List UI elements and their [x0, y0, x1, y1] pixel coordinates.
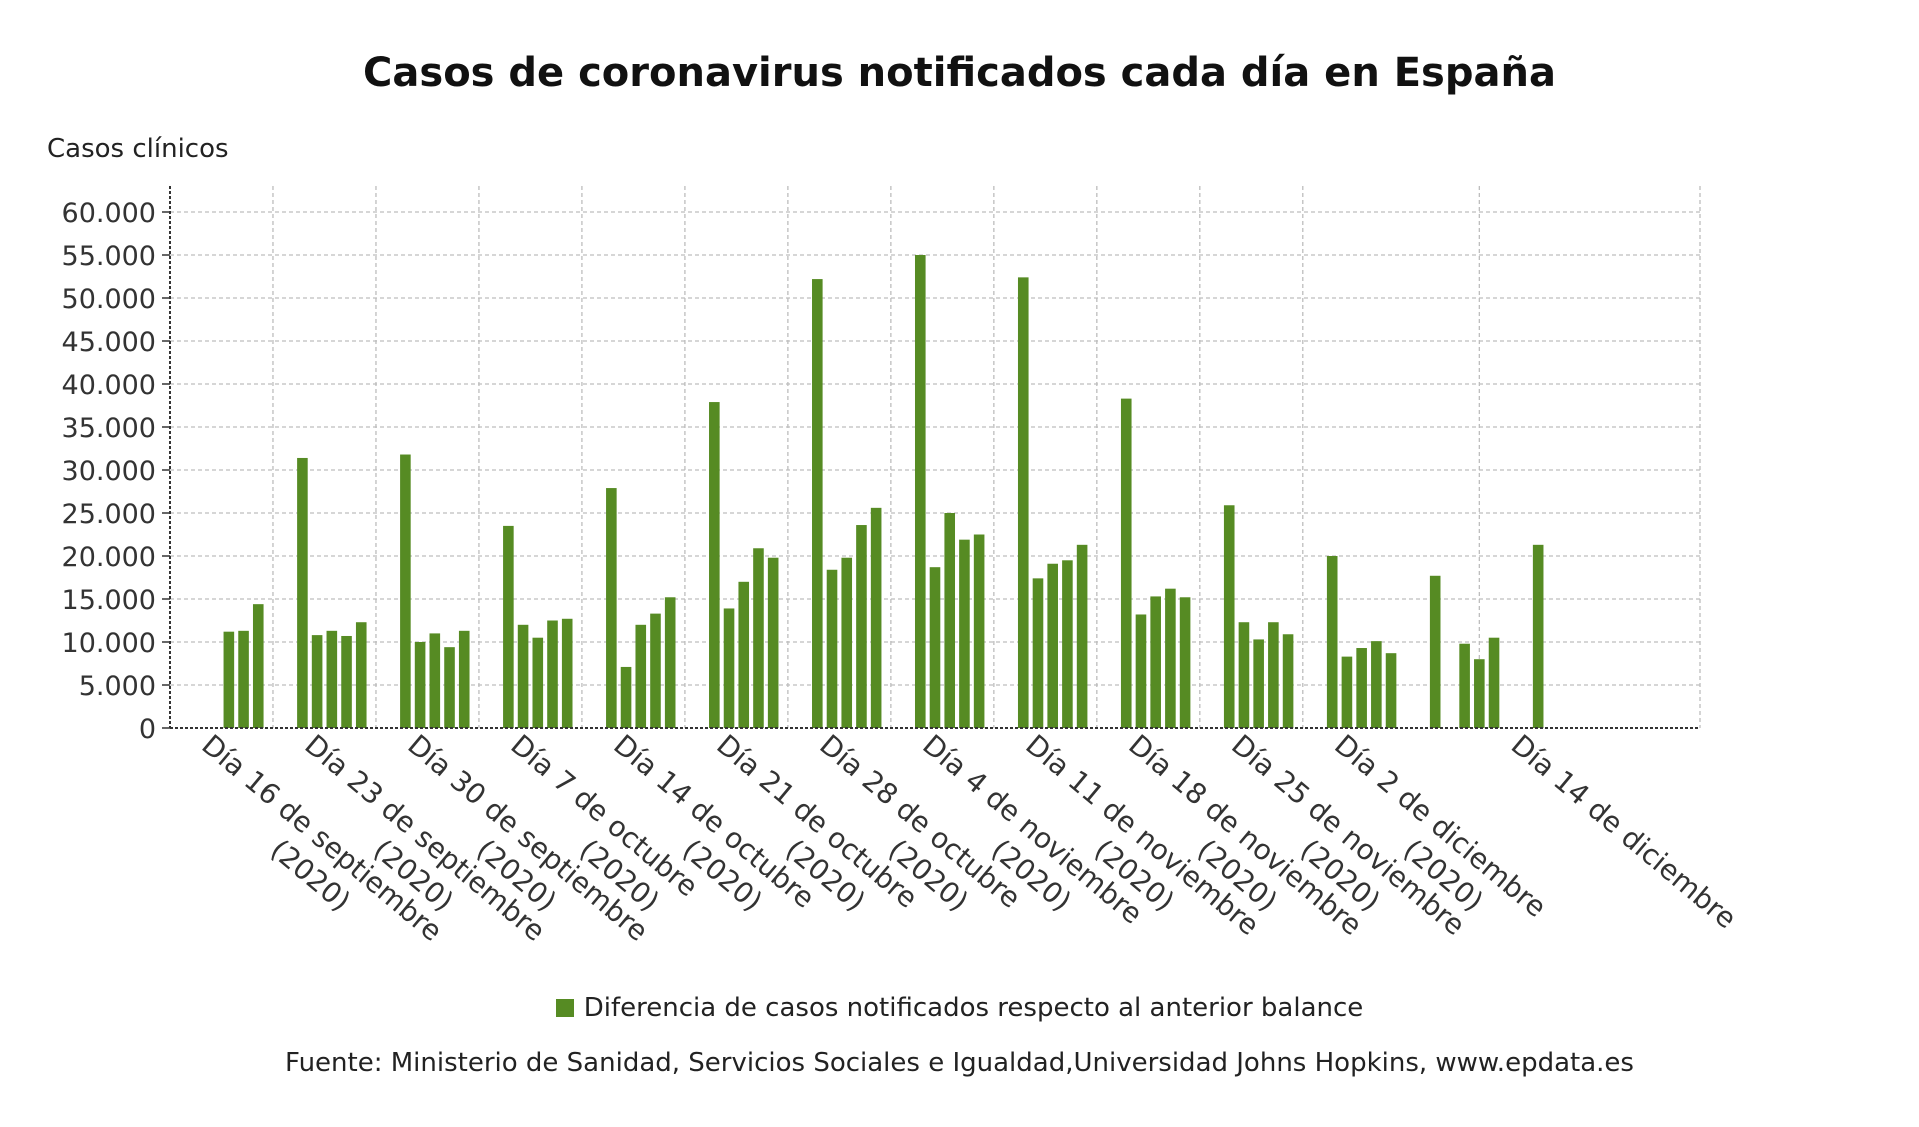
bar	[973, 534, 985, 728]
y-tick-label: 20.000	[62, 542, 156, 573]
bar	[458, 630, 470, 728]
bar	[223, 631, 235, 728]
bar	[959, 539, 970, 728]
bar	[856, 525, 867, 728]
y-tick-label: 35.000	[62, 413, 156, 444]
bar	[1179, 597, 1191, 728]
legend: Diferencia de casos notificados respecto…	[0, 993, 1919, 1023]
bar	[444, 647, 455, 728]
y-tick-label: 30.000	[62, 456, 156, 487]
bar	[1135, 614, 1147, 728]
bar	[547, 620, 558, 728]
bar	[723, 608, 735, 728]
bar	[650, 613, 661, 728]
bar	[841, 557, 853, 728]
bar	[753, 548, 764, 728]
bar	[1532, 544, 1544, 728]
bar	[1150, 596, 1161, 728]
bar	[812, 279, 823, 728]
y-tick-label: 25.000	[62, 499, 156, 530]
y-tick-label: 45.000	[62, 327, 156, 358]
bar	[1356, 648, 1367, 728]
y-tick-label: 60.000	[62, 198, 156, 229]
bar-chart: 0 5.000 10.000 15.000 20.000 25.000 30.000 35.0…	[62, 186, 1743, 948]
bar	[1282, 634, 1294, 728]
bar	[503, 525, 514, 728]
bar	[1253, 639, 1264, 728]
bar	[914, 255, 926, 728]
bar	[1268, 622, 1279, 728]
bar	[944, 513, 956, 728]
bar	[1429, 575, 1441, 728]
y-tick-label: 0	[139, 714, 156, 745]
bar	[400, 454, 411, 728]
y-tick-label: 55.000	[62, 241, 156, 272]
bar	[1076, 544, 1088, 728]
bar	[635, 624, 647, 728]
y-tick-label: 5.000	[79, 671, 156, 702]
bar	[238, 630, 249, 728]
bar	[517, 624, 529, 728]
y-axis-label: Casos clínicos	[47, 134, 229, 164]
y-tick-label: 50.000	[62, 284, 156, 315]
y-tick-label: 10.000	[62, 628, 156, 659]
legend-swatch	[555, 999, 574, 1017]
bar	[326, 630, 338, 728]
bar	[1371, 641, 1382, 728]
bar	[1459, 643, 1470, 728]
bar	[1341, 656, 1353, 728]
bar	[1223, 505, 1235, 728]
y-tick-label: 40.000	[62, 370, 156, 401]
y-tick-label: 15.000	[62, 585, 156, 616]
bar	[341, 635, 352, 728]
bar	[826, 569, 838, 728]
bar	[1238, 622, 1250, 728]
bar	[1032, 578, 1044, 728]
bar	[532, 637, 544, 728]
bar	[929, 567, 941, 728]
bar	[767, 557, 779, 728]
bar	[1047, 563, 1058, 728]
bar	[664, 597, 676, 728]
bar	[355, 622, 367, 728]
bar	[870, 507, 882, 728]
bar	[414, 642, 426, 728]
bar	[709, 402, 720, 728]
bar	[429, 633, 441, 728]
bar	[620, 666, 632, 728]
bar	[1062, 560, 1073, 728]
bar	[252, 604, 264, 728]
bar	[1120, 398, 1132, 728]
bar	[738, 581, 750, 728]
bar	[1488, 637, 1500, 728]
bar	[1326, 556, 1338, 728]
bar	[561, 618, 573, 728]
bar	[1474, 659, 1485, 728]
bar	[1385, 653, 1397, 728]
bar	[1165, 588, 1176, 728]
legend-label: Diferencia de casos notificados respecto…	[583, 993, 1364, 1023]
source-note: Fuente: Ministerio de Sanidad, Servicios…	[285, 1048, 1634, 1078]
bar	[1017, 277, 1029, 728]
bar	[297, 457, 308, 728]
chart-title: Casos de coronavirus notificados cada dí…	[363, 50, 1556, 96]
bar	[311, 635, 323, 728]
bar	[606, 488, 617, 728]
